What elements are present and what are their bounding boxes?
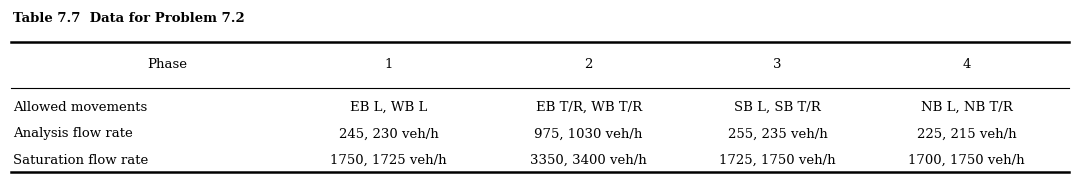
Text: 1750, 1725 veh/h: 1750, 1725 veh/h: [330, 154, 447, 167]
Text: 1: 1: [384, 58, 393, 71]
Text: 1700, 1750 veh/h: 1700, 1750 veh/h: [908, 154, 1025, 167]
Text: Phase: Phase: [147, 58, 188, 71]
Text: 3350, 3400 veh/h: 3350, 3400 veh/h: [530, 154, 647, 167]
Text: SB L, SB T/R: SB L, SB T/R: [734, 101, 821, 114]
Text: EB T/R, WB T/R: EB T/R, WB T/R: [536, 101, 642, 114]
Text: 1725, 1750 veh/h: 1725, 1750 veh/h: [719, 154, 836, 167]
Text: Allowed movements: Allowed movements: [13, 101, 147, 114]
Text: Table 7.7  Data for Problem 7.2: Table 7.7 Data for Problem 7.2: [13, 12, 245, 25]
Text: 2: 2: [584, 58, 593, 71]
Text: Saturation flow rate: Saturation flow rate: [13, 154, 148, 167]
Text: NB L, NB T/R: NB L, NB T/R: [921, 101, 1012, 114]
Text: EB L, WB L: EB L, WB L: [350, 101, 428, 114]
Text: 225, 215 veh/h: 225, 215 veh/h: [917, 127, 1016, 140]
Text: 975, 1030 veh/h: 975, 1030 veh/h: [535, 127, 643, 140]
Text: 255, 235 veh/h: 255, 235 veh/h: [728, 127, 827, 140]
Text: 3: 3: [773, 58, 782, 71]
Text: 4: 4: [962, 58, 971, 71]
Text: 245, 230 veh/h: 245, 230 veh/h: [339, 127, 438, 140]
Text: Analysis flow rate: Analysis flow rate: [13, 127, 133, 140]
